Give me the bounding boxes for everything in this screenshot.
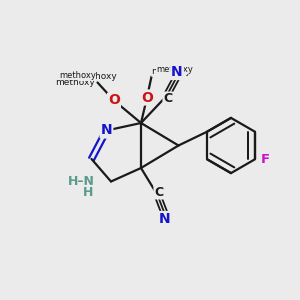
Text: O: O — [108, 94, 120, 107]
Text: F: F — [261, 153, 270, 166]
Text: H–N: H–N — [68, 175, 94, 188]
Text: H: H — [83, 185, 94, 199]
Text: methoxy: methoxy — [152, 68, 191, 76]
Text: methoxy: methoxy — [59, 70, 96, 80]
Text: C: C — [154, 185, 164, 199]
Text: methoxy: methoxy — [55, 78, 94, 87]
Text: C: C — [164, 92, 172, 106]
Text: N: N — [159, 212, 171, 226]
Text: O: O — [141, 91, 153, 104]
Text: methoxy: methoxy — [81, 78, 114, 87]
Text: N: N — [171, 65, 183, 79]
Text: N: N — [101, 124, 112, 137]
Text: methoxy: methoxy — [78, 72, 117, 81]
Text: methoxy: methoxy — [156, 64, 193, 74]
